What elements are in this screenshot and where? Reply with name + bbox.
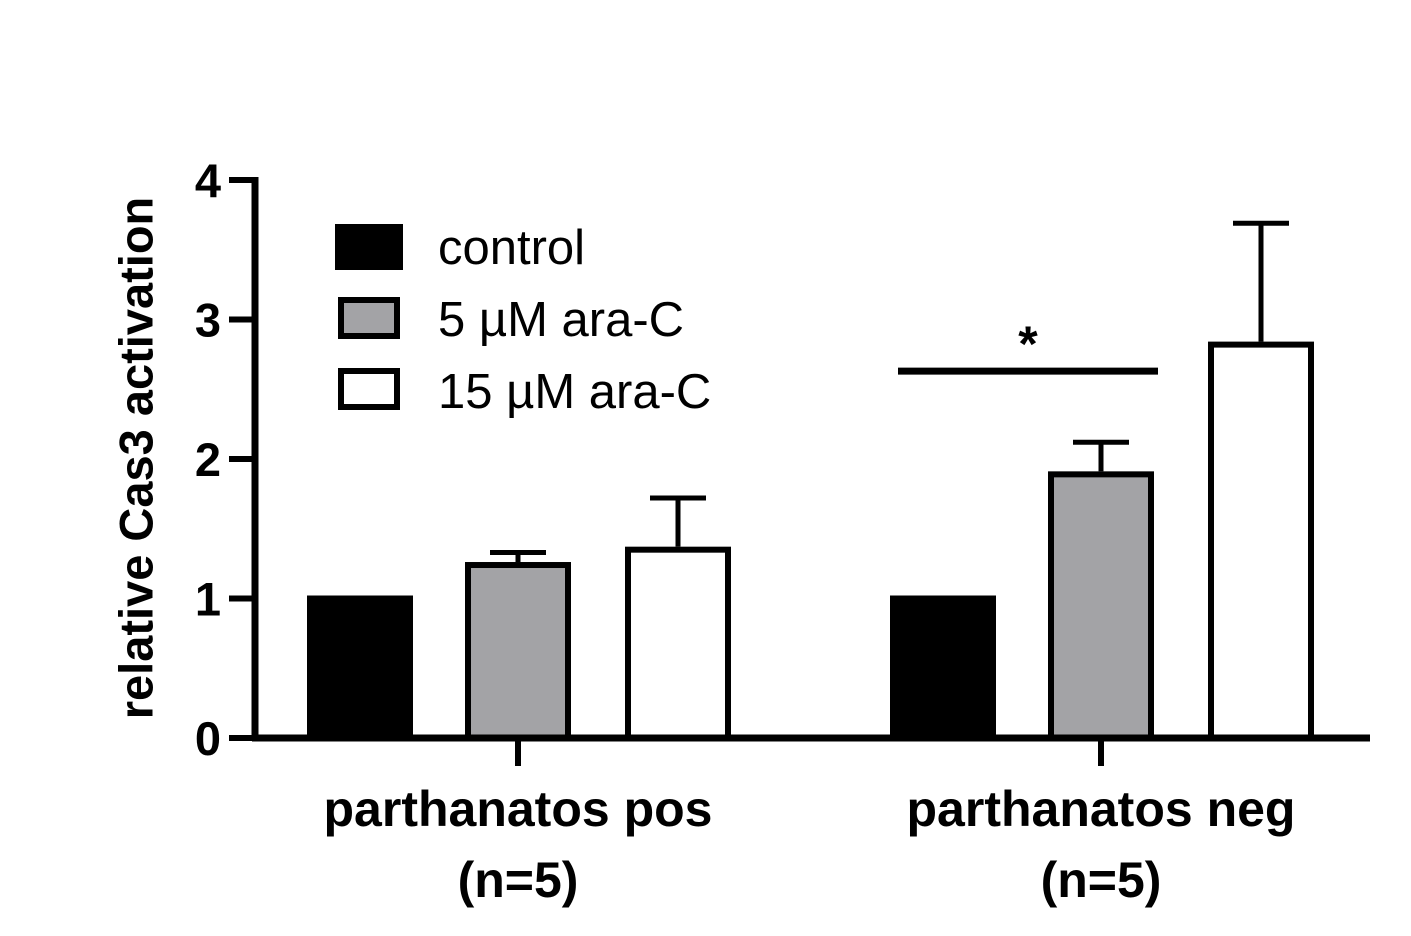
bar: [307, 595, 413, 738]
legend-label-control: control: [438, 221, 585, 275]
bar-group: [1208, 220, 1314, 741]
legend-label-5um: 5 µM ara-C: [438, 293, 684, 347]
y-axis-label: relative Cas3 activation: [109, 197, 162, 720]
bar: [1208, 341, 1314, 741]
axes: [251, 177, 1370, 766]
y-tick-label: 2: [195, 433, 221, 486]
x-tick-label-n: (n=5): [1041, 852, 1162, 908]
bar: [625, 546, 731, 741]
bar-group: [890, 595, 996, 738]
x-axis-labels: parthanatos pos (n=5) parthanatos neg (n=5): [324, 781, 1296, 908]
x-tick-label: parthanatos neg: [907, 781, 1296, 837]
bar: [1048, 471, 1154, 741]
significance: *: [898, 316, 1158, 375]
y-tick-label: 0: [195, 712, 221, 765]
significance-star: *: [1018, 316, 1038, 372]
y-tick-label: 3: [195, 294, 221, 347]
legend: control 5 µM ara-C 15 µM ara-C: [335, 221, 711, 419]
bar-group: [465, 549, 571, 742]
bar-group: [1048, 439, 1154, 741]
y-tick-label: 4: [195, 154, 221, 207]
legend-swatch-control: [335, 224, 403, 270]
bars: [307, 220, 1314, 742]
bar: [465, 562, 571, 742]
legend-label-15um: 15 µM ara-C: [438, 365, 711, 419]
y-tick-label: 1: [195, 573, 221, 626]
x-tick-label-n: (n=5): [458, 852, 579, 908]
y-axis-ticks: 0 1 2 3 4: [195, 154, 255, 765]
legend-swatch-5um: [338, 297, 400, 339]
bar-group: [625, 495, 731, 741]
bar: [890, 595, 996, 738]
bar-group: [307, 595, 413, 738]
legend-swatch-15um: [338, 368, 400, 410]
x-tick-label: parthanatos pos: [324, 781, 713, 837]
